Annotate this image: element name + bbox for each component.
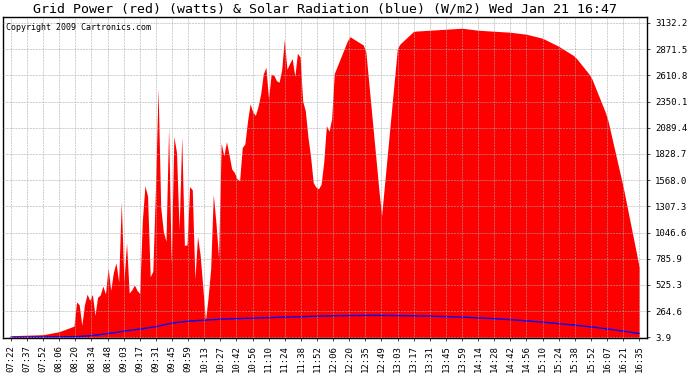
Text: Copyright 2009 Cartronics.com: Copyright 2009 Cartronics.com xyxy=(6,23,151,32)
Title: Grid Power (red) (watts) & Solar Radiation (blue) (W/m2) Wed Jan 21 16:47: Grid Power (red) (watts) & Solar Radiati… xyxy=(33,3,617,16)
